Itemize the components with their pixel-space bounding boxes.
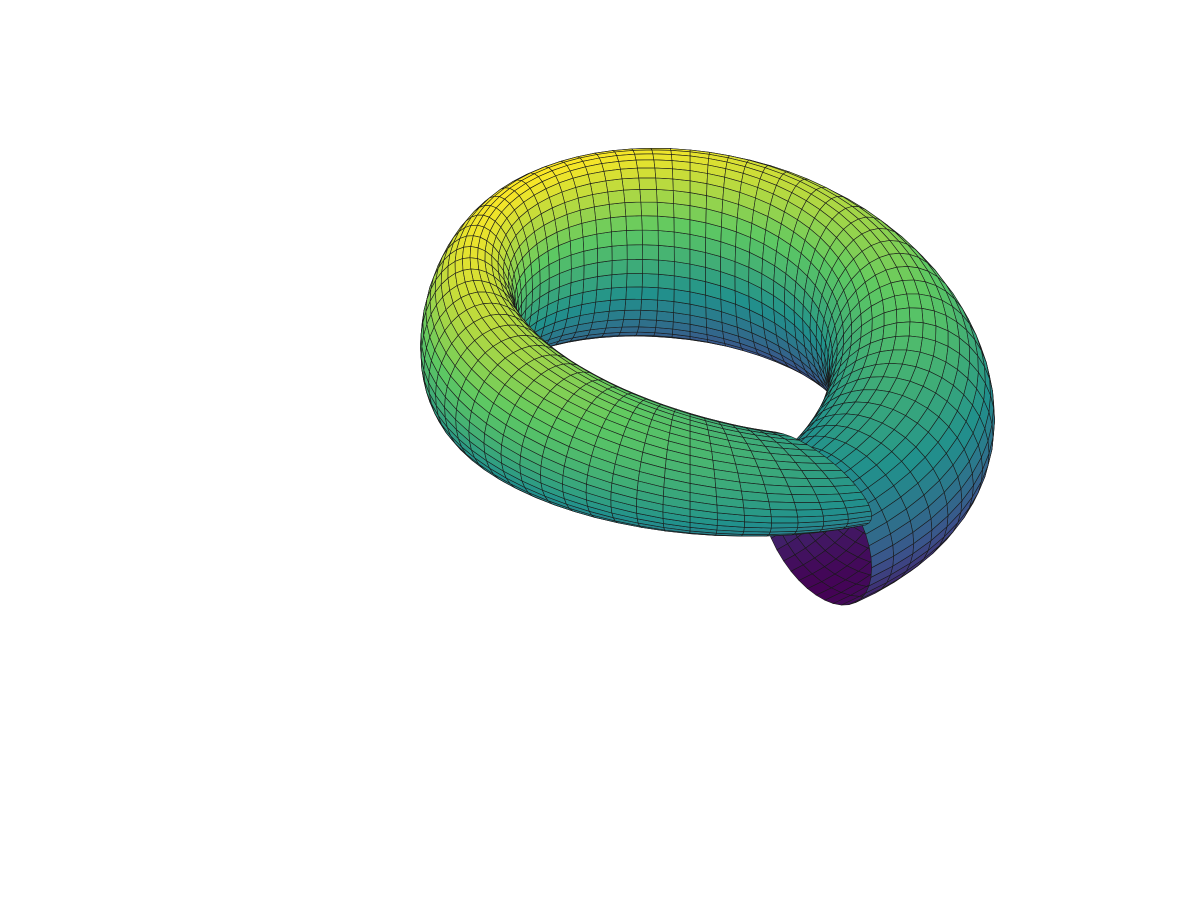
surface-face	[654, 167, 674, 180]
surface-face	[766, 493, 795, 503]
surface-face	[657, 273, 675, 290]
surface-face	[895, 321, 911, 337]
surface-face	[638, 177, 657, 190]
surface-face	[672, 178, 691, 193]
surface-face	[811, 485, 840, 496]
surface-face	[596, 231, 613, 249]
surface-face	[610, 215, 627, 233]
surface-face	[655, 177, 674, 191]
surface-face	[626, 258, 644, 274]
surface-face	[672, 190, 691, 206]
surface-face	[673, 217, 691, 235]
surface-face	[743, 507, 772, 518]
surface-face	[623, 188, 642, 203]
surface-face	[908, 321, 924, 338]
surface-face	[657, 215, 675, 233]
surface-face	[657, 287, 675, 302]
surface-face	[653, 159, 673, 170]
surface-face	[641, 215, 659, 231]
surface-face	[607, 189, 626, 205]
surface-face	[603, 168, 623, 182]
surface-face	[607, 309, 626, 321]
surface-face	[770, 522, 799, 529]
surface-face	[673, 203, 691, 221]
surface-face	[634, 153, 655, 161]
surface-face	[860, 509, 888, 535]
surface-face	[597, 245, 613, 263]
surface-face	[597, 260, 613, 277]
surface-face	[906, 335, 923, 353]
surface-face	[620, 167, 640, 180]
surface-face	[673, 246, 691, 265]
surface-face	[641, 286, 659, 301]
surface-face	[610, 286, 627, 301]
surface-face	[623, 309, 642, 320]
surface-face	[657, 259, 675, 277]
surface-face	[611, 230, 628, 247]
surface-face	[608, 202, 627, 219]
surface-face	[619, 326, 640, 333]
surface-face	[662, 495, 691, 510]
surface-face	[794, 502, 823, 511]
surface-face	[605, 319, 624, 329]
surface-face	[673, 261, 691, 279]
surface-face	[656, 299, 675, 313]
surface-face	[791, 494, 820, 503]
surface-face	[787, 485, 817, 496]
surface-face	[626, 273, 643, 288]
surface-face	[625, 286, 643, 300]
surface-face	[641, 229, 659, 246]
surface-face	[640, 201, 659, 217]
surface-face	[673, 231, 691, 250]
surface-face	[768, 501, 797, 511]
surface-face	[624, 298, 642, 311]
surface-face	[618, 159, 638, 170]
surface-face	[642, 244, 659, 261]
surface-face	[652, 153, 673, 161]
surface-face	[611, 244, 628, 261]
surface-face	[624, 201, 642, 217]
surface-face	[596, 274, 613, 291]
surface-face	[763, 484, 793, 495]
surface-face	[641, 273, 659, 289]
surface-face	[657, 244, 675, 262]
surface-face	[632, 149, 654, 155]
surface-face	[608, 298, 627, 312]
surface-face	[626, 244, 644, 260]
surface-face	[621, 319, 641, 328]
surface-face	[769, 509, 798, 518]
surface-face	[637, 167, 657, 179]
surface-face	[638, 319, 657, 328]
surface-face	[635, 159, 656, 169]
surface-face	[639, 309, 658, 321]
surface-face	[908, 307, 924, 324]
surface-face	[595, 217, 612, 235]
surface-face	[469, 257, 480, 270]
surface-face	[462, 257, 472, 271]
surface-face	[896, 307, 911, 324]
surface-face	[656, 201, 675, 218]
surface-face	[462, 246, 472, 259]
surface-face	[639, 188, 658, 203]
surface-face	[642, 258, 659, 275]
surface-face	[894, 293, 910, 310]
surface-face	[796, 509, 824, 518]
surface-face	[770, 516, 799, 524]
surface-face	[626, 229, 643, 246]
surface-face	[611, 273, 628, 289]
surface-face	[640, 298, 659, 312]
surface-face	[625, 215, 643, 231]
surface-face	[593, 299, 611, 314]
surface-face	[621, 177, 641, 191]
surface-face	[595, 287, 612, 303]
surface-face	[611, 259, 628, 276]
surface-face	[656, 189, 674, 204]
surface-face	[672, 168, 691, 182]
surface-face	[657, 230, 675, 248]
surface-face	[769, 527, 799, 533]
surface-face	[469, 246, 479, 259]
